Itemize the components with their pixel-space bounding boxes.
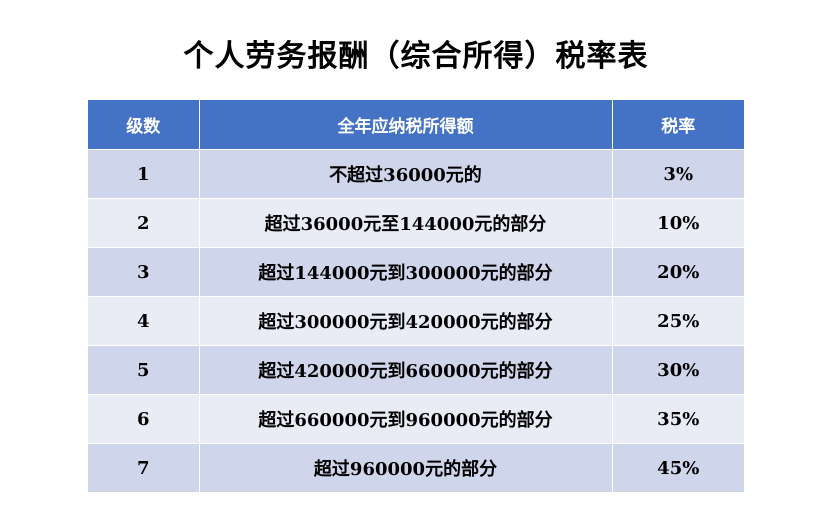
table-row: 7 超过960000元的部分 45% xyxy=(88,443,744,492)
page-title: 个人劳务报酬（综合所得）税率表 xyxy=(183,39,649,74)
header-level: 级数 xyxy=(88,100,200,150)
cell-rate: 25% xyxy=(612,296,744,346)
cell-rate: 35% xyxy=(612,394,744,444)
cell-income-range: 超过420000元到660000元的部分 xyxy=(199,345,613,395)
cell-level: 1 xyxy=(88,149,200,199)
cell-level: 3 xyxy=(88,247,200,297)
table-row: 6 超过660000元到960000元的部分 35% xyxy=(88,394,744,444)
header-taxable-income: 全年应纳税所得额 xyxy=(199,100,613,150)
cell-level: 2 xyxy=(88,198,200,248)
cell-level: 4 xyxy=(88,296,200,346)
cell-income-range: 超过144000元到300000元的部分 xyxy=(199,247,613,297)
table-row: 3 超过144000元到300000元的部分 20% xyxy=(88,247,744,297)
tax-rate-table: 级数 全年应纳税所得额 税率 1 不超过36000元的 3% 2 超过36000… xyxy=(88,100,744,492)
cell-income-range: 超过960000元的部分 xyxy=(199,443,613,492)
table-row: 5 超过420000元到660000元的部分 30% xyxy=(88,345,744,395)
cell-income-range: 超过300000元到420000元的部分 xyxy=(199,296,613,346)
cell-rate: 10% xyxy=(612,198,744,248)
header-tax-rate: 税率 xyxy=(612,100,744,150)
cell-level: 5 xyxy=(88,345,200,395)
cell-rate: 30% xyxy=(612,345,744,395)
cell-rate: 20% xyxy=(612,247,744,297)
table-row: 2 超过36000元至144000元的部分 10% xyxy=(88,198,744,248)
cell-rate: 45% xyxy=(612,443,744,492)
cell-level: 6 xyxy=(88,394,200,444)
cell-rate: 3% xyxy=(612,149,744,199)
table-row: 1 不超过36000元的 3% xyxy=(88,149,744,199)
cell-income-range: 不超过36000元的 xyxy=(199,149,613,199)
table-row: 4 超过300000元到420000元的部分 25% xyxy=(88,296,744,346)
table-header-row: 级数 全年应纳税所得额 税率 xyxy=(88,100,744,150)
cell-level: 7 xyxy=(88,443,200,492)
cell-income-range: 超过660000元到960000元的部分 xyxy=(199,394,613,444)
cell-income-range: 超过36000元至144000元的部分 xyxy=(199,198,613,248)
